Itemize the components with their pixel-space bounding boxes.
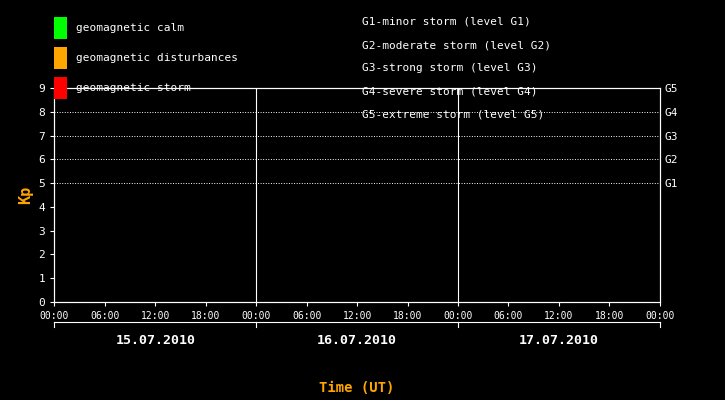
Y-axis label: Kp: Kp xyxy=(18,186,33,204)
Text: G2-moderate storm (level G2): G2-moderate storm (level G2) xyxy=(362,40,552,50)
Text: geomagnetic disturbances: geomagnetic disturbances xyxy=(76,53,238,63)
Text: G5-extreme storm (level G5): G5-extreme storm (level G5) xyxy=(362,110,544,120)
Text: Time (UT): Time (UT) xyxy=(320,381,394,395)
Text: 17.07.2010: 17.07.2010 xyxy=(519,334,599,346)
Text: G1-minor storm (level G1): G1-minor storm (level G1) xyxy=(362,17,531,27)
Text: 15.07.2010: 15.07.2010 xyxy=(115,334,195,346)
Text: G4-severe storm (level G4): G4-severe storm (level G4) xyxy=(362,87,538,97)
Text: geomagnetic storm: geomagnetic storm xyxy=(76,83,191,93)
Text: geomagnetic calm: geomagnetic calm xyxy=(76,23,184,33)
Text: G3-strong storm (level G3): G3-strong storm (level G3) xyxy=(362,64,538,74)
Text: 16.07.2010: 16.07.2010 xyxy=(317,334,397,346)
